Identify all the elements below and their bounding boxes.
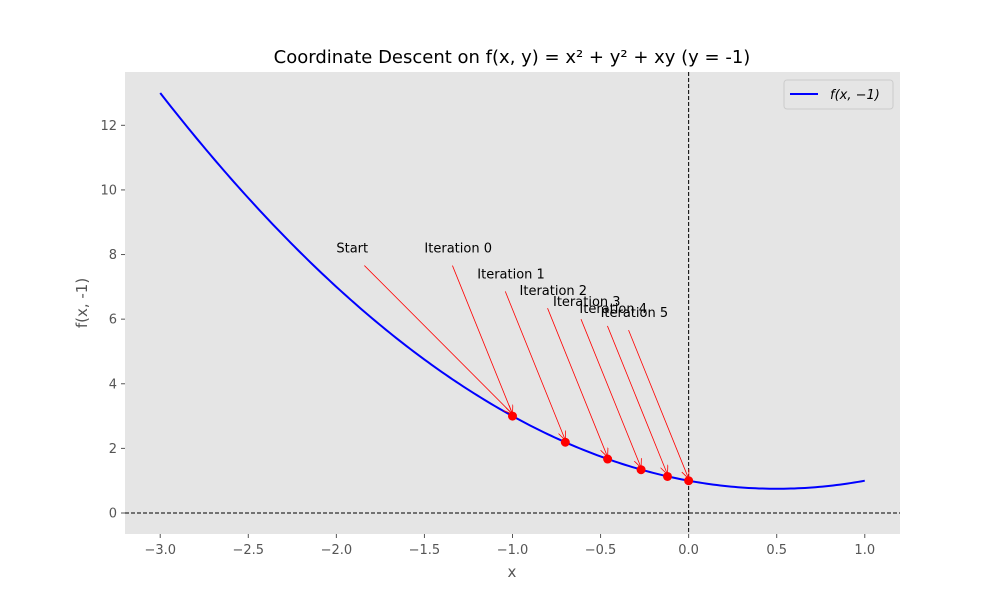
x-axis-ticks: −3.0 −2.5 −2.0 −1.5 −1.0 −0.5 0.0 0.5 1.0: [144, 534, 875, 558]
annotation-arrows: [364, 265, 689, 479]
x-tick-label: −2.5: [233, 543, 265, 558]
annotation-label: Iteration 3: [553, 295, 621, 310]
annotation-label: Iteration 5: [601, 306, 669, 321]
y-tick-label: 10: [100, 183, 117, 198]
annotation-label: Iteration 0: [424, 242, 492, 257]
annotation-arrow: [607, 325, 667, 475]
x-tick-label: −1.0: [497, 543, 529, 558]
annotation-label: Iteration 2: [520, 284, 588, 299]
legend-label: f(x, −1): [830, 88, 880, 103]
legend-box: [783, 79, 894, 110]
y-tick-label: 8: [109, 248, 117, 263]
x-tick-label: −0.5: [585, 543, 617, 558]
reference-lines: [125, 72, 900, 534]
annotation-arrow: [452, 265, 512, 415]
y-tick-label: 12: [100, 119, 117, 134]
annotation-arrow: [628, 330, 689, 479]
iteration-point: [603, 454, 613, 464]
y-tick-label: 6: [109, 313, 117, 328]
x-tick-label: −1.5: [409, 543, 441, 558]
chart-title: Coordinate Descent on f(x, y) = x² + y² …: [274, 47, 751, 68]
iteration-point: [508, 411, 517, 421]
annotation-label: Start: [336, 242, 368, 257]
annotation-arrow: [547, 308, 608, 457]
x-tick-label: 1.0: [854, 543, 875, 558]
iteration-point: [560, 437, 570, 447]
x-axis-label: x: [508, 563, 517, 581]
iteration-point: [684, 476, 694, 486]
iteration-point: [636, 465, 646, 475]
iteration-points: [508, 411, 694, 486]
annotation-arrow: [504, 291, 565, 440]
x-tick-label: 0.5: [766, 543, 787, 558]
annotation-label: Iteration 1: [477, 267, 545, 282]
annotation-arrow: [580, 319, 641, 468]
legend: f(x, −1): [783, 79, 894, 110]
plot-area: [125, 72, 900, 534]
x-tick-label: −3.0: [144, 543, 176, 558]
x-tick-label: 0.0: [678, 543, 699, 558]
x-tick-label: −2.0: [321, 543, 353, 558]
y-tick-label: 0: [109, 507, 117, 522]
y-axis-ticks: 0 2 4 6 8 10 12: [100, 119, 125, 522]
annotation-arrow: [364, 265, 512, 415]
y-tick-label: 2: [109, 442, 117, 457]
annotation-label: Iteration 4: [579, 302, 647, 317]
y-axis-label: f(x, -1): [73, 278, 91, 328]
iteration-point: [663, 471, 672, 481]
y-tick-label: 4: [109, 377, 117, 392]
